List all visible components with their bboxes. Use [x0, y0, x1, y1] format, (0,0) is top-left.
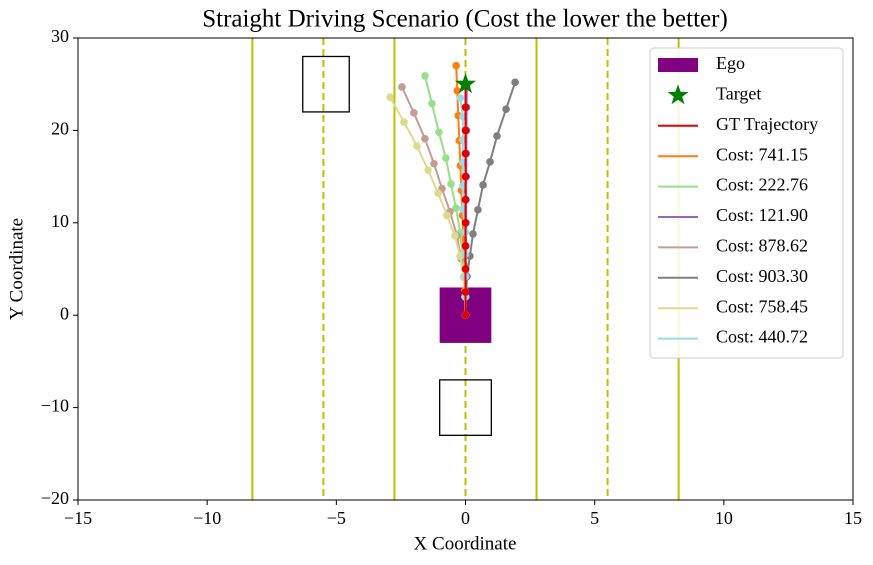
y-tick-label: 10	[51, 211, 69, 231]
trajectory-point	[461, 219, 470, 227]
trajectory-point	[486, 158, 494, 166]
legend-label: Cost: 222.76	[716, 175, 808, 195]
trajectory-point	[502, 105, 510, 113]
y-tick-label: 20	[51, 119, 69, 139]
trajectory-point	[461, 103, 470, 112]
legend-label: Cost: 121.90	[716, 205, 808, 225]
legend-label: Cost: 903.30	[716, 266, 808, 286]
trajectory-point	[461, 242, 470, 250]
legend-label: Ego	[716, 53, 745, 73]
trajectory-point	[421, 72, 429, 80]
trajectory-line	[401, 86, 467, 316]
y-axis-label: Y Coordinate	[6, 218, 27, 320]
x-tick-label: 5	[590, 508, 599, 528]
trajectory-point	[447, 180, 455, 188]
obstacle	[439, 379, 492, 436]
x-tick-label: 15	[844, 508, 862, 528]
trajectory-point	[434, 189, 442, 198]
x-axis-label: X Coordinate	[414, 533, 517, 554]
legend-label: Cost: 440.72	[716, 327, 808, 347]
obstacle	[302, 55, 350, 113]
legend-swatch	[667, 84, 689, 105]
legend-box	[649, 47, 844, 359]
legend-label: Target	[716, 84, 761, 104]
y-tick-label: −20	[41, 488, 69, 508]
trajectory-point	[461, 265, 470, 273]
trajectory-point	[453, 86, 462, 95]
trajectory-point	[479, 181, 487, 189]
trajectory-point	[400, 118, 408, 126]
trajectory-point	[461, 288, 470, 296]
trajectory-point	[451, 231, 459, 240]
trajectory-point	[461, 172, 470, 181]
trajectory-point	[493, 132, 501, 140]
trajectory-point	[442, 154, 450, 162]
trajectory-point	[410, 109, 418, 117]
legend-label: Cost: 758.45	[716, 296, 808, 316]
legend-label: GT Trajectory	[716, 114, 818, 134]
trajectory-point	[461, 126, 470, 135]
trajectory-point	[461, 195, 470, 204]
trajectory-point	[435, 128, 443, 137]
x-tick-label: 10	[715, 508, 733, 528]
legend-label: Cost: 878.62	[716, 236, 808, 256]
plot-area	[251, 38, 680, 500]
legend: Ego Target GT Trajectory Cost: 741.15 Cost: …	[649, 47, 844, 359]
trajectory-point	[511, 78, 519, 87]
legend-label: Cost: 741.15	[716, 144, 808, 164]
x-tick-label: 0	[461, 508, 470, 528]
y-tick-label: 30	[51, 26, 69, 46]
y-tick-label: 0	[60, 303, 69, 323]
trajectory-point	[398, 83, 406, 91]
trajectory-point	[456, 94, 465, 102]
chart-title: Straight Driving Scenario (Cost the lowe…	[202, 6, 728, 33]
trajectory-point	[430, 159, 438, 168]
x-tick-label: −15	[64, 508, 92, 528]
trajectory-point	[443, 211, 451, 220]
target-marker	[455, 73, 476, 94]
x-tick-label: −10	[193, 508, 221, 528]
trajectory-point	[452, 204, 460, 212]
trajectory-point	[469, 230, 477, 238]
trajectory-point	[428, 99, 436, 108]
trajectory-point	[452, 61, 461, 70]
trajectory-point	[461, 149, 470, 158]
trajectory-point	[386, 93, 394, 101]
trajectory-point	[474, 206, 482, 214]
trajectory-point	[424, 166, 432, 174]
trajectory-line	[464, 82, 517, 316]
x-tick-label: −5	[327, 508, 346, 528]
trajectory-point	[461, 311, 470, 320]
trajectory-point	[413, 142, 421, 150]
legend-swatch	[658, 58, 698, 72]
y-tick-label: −10	[41, 396, 69, 416]
trajectory-point	[421, 134, 429, 143]
